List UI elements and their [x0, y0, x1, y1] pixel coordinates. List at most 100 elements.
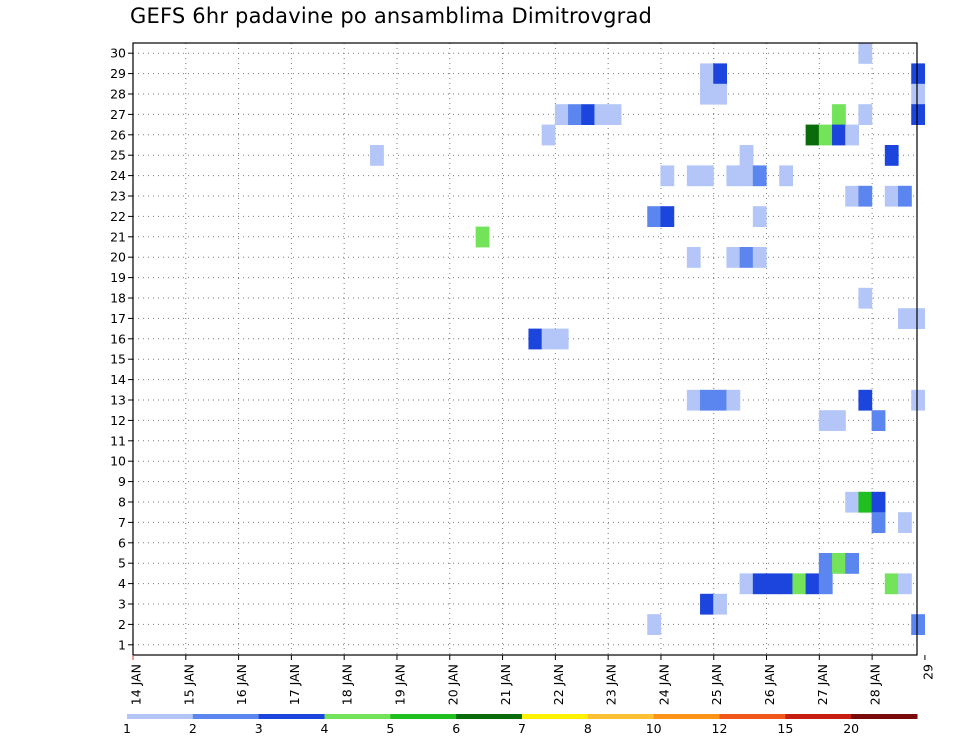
x-tick-label: 26 JAN	[762, 664, 777, 705]
x-tick-label: 21 JAN	[498, 664, 513, 705]
y-tick-label: 25	[110, 148, 126, 163]
heatmap-cell	[858, 287, 873, 309]
heatmap-cell	[898, 512, 912, 533]
y-tick-label: 1	[118, 637, 126, 652]
y-tick-label: 28	[110, 87, 126, 102]
heatmap-cell	[594, 104, 609, 125]
heatmap-cell	[911, 308, 926, 329]
heatmap-cell	[726, 165, 741, 187]
y-tick-label: 24	[110, 168, 126, 183]
heatmap-cell	[818, 124, 833, 146]
heatmap-cell	[700, 165, 714, 187]
y-tick-label: 7	[118, 515, 126, 530]
x-tick-label: 16 JAN	[234, 664, 249, 705]
heatmap-cell	[541, 328, 556, 350]
x-tick-label: 17 JAN	[287, 664, 302, 705]
heatmap-cell	[607, 104, 622, 125]
x-tick-label: 15 JAN	[181, 664, 196, 705]
heatmap-cell	[752, 165, 767, 187]
heatmap-cell	[475, 226, 490, 248]
color-bar-label: 20	[843, 721, 859, 736]
heatmap-cell	[858, 185, 873, 207]
y-tick-label: 14	[110, 372, 126, 387]
heatmap-cell	[541, 124, 556, 146]
heatmap-cell	[713, 593, 728, 615]
heatmap-cell	[700, 593, 714, 615]
heatmap-cell	[845, 491, 860, 513]
x-tick-label: 19 JAN	[392, 664, 407, 705]
heatmap-cell	[700, 389, 714, 411]
heatmap-cell	[726, 247, 741, 268]
heatmap-cell	[845, 553, 860, 574]
heatmap-cell	[911, 83, 926, 105]
heatmap-cell	[713, 389, 728, 411]
heatmap-cell	[898, 573, 912, 595]
color-bar-segment	[719, 714, 786, 719]
heatmap-cell	[832, 410, 846, 431]
plot-frame	[132, 42, 918, 656]
heatmap-cell	[568, 104, 582, 125]
heatmap-cell	[858, 491, 873, 513]
color-bar-segment	[456, 714, 523, 719]
color-bar-label: 1	[123, 721, 131, 736]
heatmap-cell	[686, 389, 701, 411]
heatmap-cell	[884, 573, 899, 595]
heatmap-cell	[832, 553, 846, 574]
heatmap-cell	[779, 165, 794, 187]
y-tick-label: 19	[110, 270, 126, 285]
y-tick-label: 18	[110, 291, 126, 306]
heatmap-cell	[554, 328, 569, 350]
heatmap-cell	[805, 124, 820, 146]
color-bar-segment	[653, 714, 720, 719]
x-tick-label: 24 JAN	[656, 664, 671, 705]
heatmap-cell	[858, 104, 873, 125]
heatmap-cell	[660, 165, 675, 187]
y-tick-label: 3	[118, 597, 126, 612]
heatmap-cell	[832, 104, 846, 125]
y-tick-label: 2	[118, 617, 126, 632]
y-tick-label: 26	[110, 127, 126, 142]
heatmap-cell	[739, 165, 754, 187]
heatmap-cell	[739, 573, 754, 595]
y-tick-label: 20	[110, 250, 126, 265]
y-tick-label: 21	[110, 229, 126, 244]
heatmap-cell	[898, 185, 912, 207]
heatmap-cell	[858, 43, 873, 64]
heatmap-cell	[818, 553, 833, 574]
y-tick-label: 12	[110, 413, 126, 428]
heatmap-cell	[752, 573, 767, 595]
y-tick-label: 27	[110, 107, 126, 122]
y-tick-label: 22	[110, 209, 126, 224]
x-tick-label: 14 JAN	[129, 664, 144, 705]
color-bar-segment	[587, 714, 655, 719]
color-bar-label: 5	[386, 721, 394, 736]
heatmap-cell	[818, 573, 833, 595]
y-tick-label: 10	[110, 454, 126, 469]
x-tick-label: 29	[920, 664, 935, 680]
y-tick-label: 11	[110, 433, 126, 448]
heatmap-cell	[752, 247, 767, 268]
color-bar-segment	[258, 714, 325, 719]
color-bar-segment	[785, 714, 852, 719]
heatmap-cell	[871, 491, 886, 513]
heatmap-cell	[766, 573, 780, 595]
color-bar-label: 15	[777, 721, 793, 736]
grid-lines	[132, 43, 917, 655]
color-bar-label: 2	[189, 721, 197, 736]
x-tick-label: 20 JAN	[445, 664, 460, 705]
color-bar-label: 7	[518, 721, 526, 736]
color-bar-segment	[851, 714, 918, 719]
color-bar-label: 4	[321, 721, 329, 736]
heatmap-cell	[911, 104, 926, 125]
y-tick-label: 30	[110, 46, 126, 61]
x-tick-label: 28 JAN	[868, 664, 883, 705]
y-tick-label: 16	[110, 331, 126, 346]
color-bar-label: 8	[584, 721, 592, 736]
x-tick-label: 18 JAN	[340, 664, 355, 705]
color-bar-label: 3	[255, 721, 263, 736]
heatmap-cell	[818, 410, 833, 431]
heatmap-cell	[647, 614, 662, 635]
heatmap-cell	[713, 63, 728, 85]
heatmap-cell	[858, 389, 873, 411]
color-bar	[127, 714, 918, 719]
